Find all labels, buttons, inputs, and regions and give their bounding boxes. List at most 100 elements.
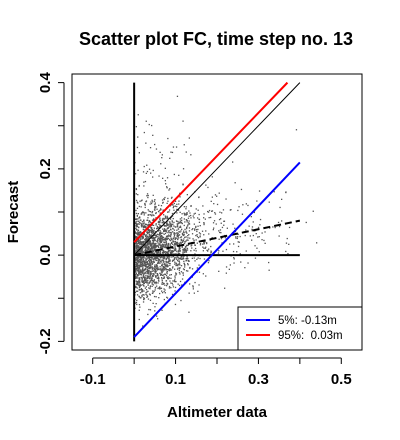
data-point — [162, 220, 165, 223]
data-point — [145, 282, 148, 284]
data-point — [257, 226, 260, 229]
data-point — [153, 268, 155, 270]
data-point — [241, 213, 244, 215]
data-point — [155, 270, 158, 272]
data-point — [167, 261, 169, 264]
data-point — [168, 230, 170, 232]
data-point — [158, 240, 160, 242]
data-point — [287, 253, 289, 255]
data-point — [176, 208, 178, 211]
data-point — [141, 253, 143, 255]
data-point — [172, 286, 175, 288]
data-point — [135, 209, 137, 212]
data-point — [138, 223, 140, 225]
data-point — [166, 229, 168, 231]
data-point — [169, 269, 171, 271]
plot-frame — [71, 73, 363, 351]
data-point — [153, 245, 156, 247]
data-point — [210, 251, 213, 253]
data-point — [139, 232, 142, 234]
data-point — [139, 264, 141, 266]
data-point — [162, 259, 164, 261]
data-point — [211, 176, 213, 178]
data-point — [164, 292, 166, 294]
data-point — [147, 272, 149, 274]
data-point — [148, 232, 150, 234]
data-point — [136, 234, 139, 236]
data-point — [158, 280, 160, 282]
data-point — [156, 225, 158, 228]
data-point — [140, 200, 143, 202]
data-point — [163, 229, 166, 231]
data-point — [161, 281, 163, 283]
data-point — [149, 240, 152, 242]
data-point — [159, 230, 161, 232]
data-point — [153, 245, 155, 248]
data-point — [153, 200, 156, 202]
data-point — [172, 231, 174, 233]
data-point — [143, 246, 145, 248]
data-point — [161, 277, 163, 279]
data-point — [164, 289, 166, 291]
data-point — [145, 289, 148, 291]
data-point — [152, 262, 154, 265]
data-point — [207, 211, 210, 213]
data-point — [177, 253, 179, 255]
data-point — [145, 223, 148, 226]
data-point — [137, 271, 139, 273]
data-point — [157, 262, 160, 264]
data-point — [148, 260, 150, 262]
data-point — [137, 202, 139, 204]
data-point — [235, 237, 237, 239]
data-point — [137, 283, 139, 285]
data-point — [192, 228, 194, 230]
data-point — [148, 293, 151, 295]
data-point — [152, 274, 154, 277]
data-point — [148, 265, 150, 267]
data-point — [182, 251, 184, 254]
data-point — [137, 194, 139, 196]
data-point — [203, 217, 205, 219]
data-point — [166, 261, 168, 263]
data-point — [183, 234, 185, 236]
data-point — [145, 142, 147, 144]
data-point — [173, 229, 176, 231]
data-point — [146, 247, 148, 249]
data-point — [160, 244, 162, 246]
data-point — [162, 222, 165, 224]
data-point — [142, 211, 144, 213]
data-point — [169, 224, 172, 226]
data-point — [148, 256, 150, 258]
data-point — [174, 205, 176, 207]
data-point — [163, 266, 165, 268]
data-point — [156, 257, 158, 259]
data-point — [162, 274, 165, 276]
data-point — [174, 244, 176, 246]
data-point — [163, 214, 165, 216]
data-point — [145, 255, 148, 258]
data-point — [180, 236, 182, 239]
data-point — [135, 222, 137, 224]
data-point — [153, 232, 155, 234]
data-point — [148, 250, 150, 252]
data-point — [147, 229, 149, 231]
data-point — [136, 283, 138, 286]
data-point — [166, 285, 168, 287]
data-point — [179, 280, 182, 283]
data-point — [170, 287, 172, 289]
data-point — [162, 238, 164, 240]
data-point — [166, 235, 168, 237]
data-point — [164, 239, 166, 241]
data-point — [175, 280, 177, 283]
data-point — [167, 269, 169, 271]
data-point — [156, 262, 159, 265]
data-point — [197, 225, 199, 227]
data-point — [164, 268, 166, 270]
data-point — [135, 188, 138, 191]
data-point — [142, 268, 144, 270]
data-point — [188, 215, 190, 217]
data-point — [160, 209, 162, 211]
data-point — [136, 224, 138, 226]
data-point — [151, 124, 153, 127]
data-point — [154, 266, 156, 268]
